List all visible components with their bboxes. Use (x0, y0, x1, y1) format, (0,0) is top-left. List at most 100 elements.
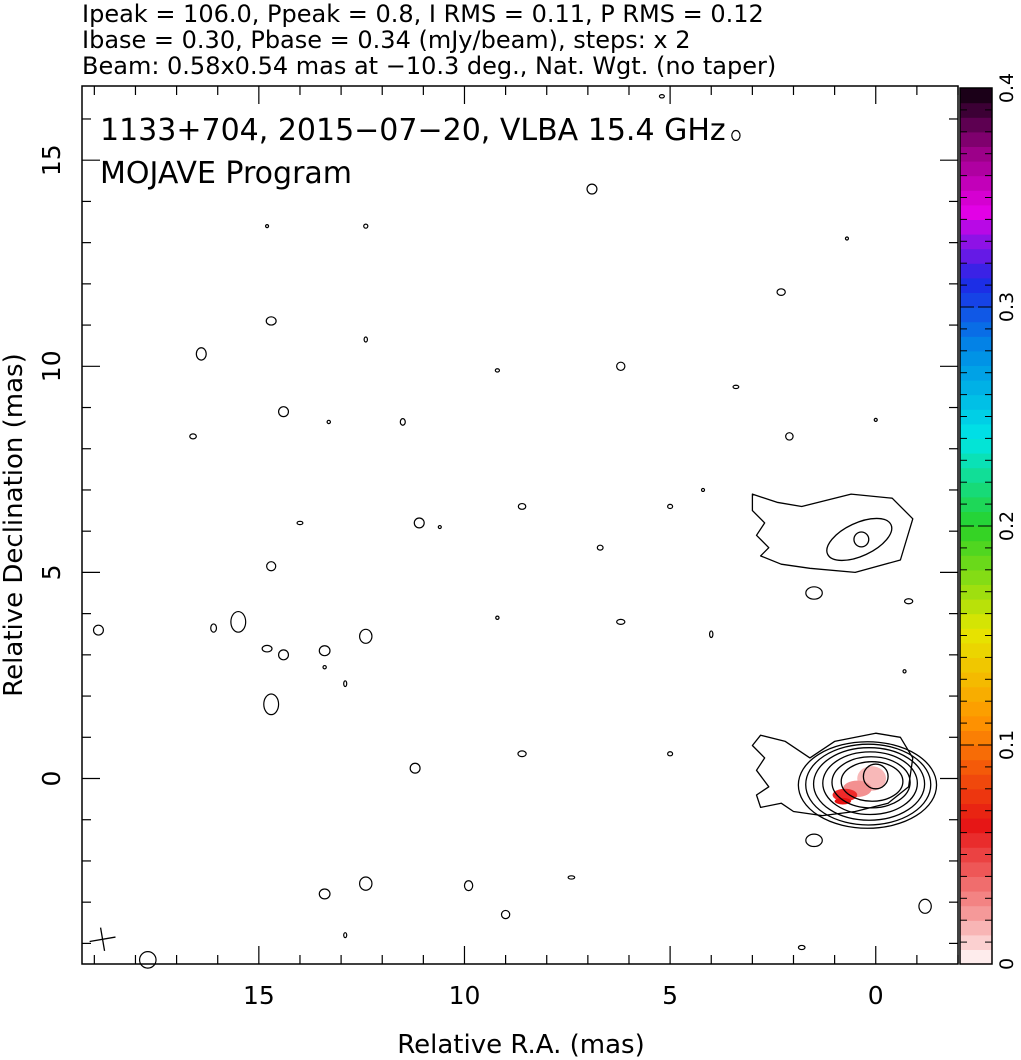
y-tick-label: 5 (37, 564, 66, 580)
core-contour (822, 751, 919, 816)
noise-contour (667, 751, 674, 757)
noise-contour (322, 664, 327, 670)
noise-contour (413, 517, 425, 529)
noise-contour (261, 644, 273, 653)
plot-frame (81, 85, 959, 965)
colorbar-band (960, 905, 992, 921)
noise-contour (277, 649, 290, 661)
axis-ticks (82, 86, 959, 964)
colorbar-band (960, 131, 992, 147)
source-label: 1133+704, 2015−07−20, VLBA 15.4 GHz (100, 113, 726, 148)
noise-contour (873, 417, 878, 422)
colorbar-band (960, 190, 992, 206)
colorbar-band (960, 350, 992, 366)
colorbar-band (960, 263, 992, 279)
beam-marker (89, 927, 116, 952)
colorbar-band (960, 394, 992, 410)
colorbar-band (960, 307, 992, 323)
colorbar-band (960, 642, 992, 658)
colorbar-band (960, 569, 992, 585)
noise-contour (343, 932, 348, 939)
noise-contour (658, 94, 665, 99)
colorbar-label: 0.4 (996, 73, 1018, 103)
ghost-outer-contour (751, 493, 914, 574)
colorbar-band (960, 584, 992, 600)
core-contour (812, 747, 926, 821)
colorbar-band (960, 745, 992, 761)
colorbar-band (960, 117, 992, 133)
colorbar-band (960, 292, 992, 308)
colorbar-band (960, 102, 992, 118)
noise-contour (616, 618, 626, 625)
noise-contour (363, 223, 369, 229)
noise-contour (844, 236, 850, 241)
noise-contour (494, 368, 501, 373)
colorbar-band (960, 599, 992, 615)
ghost-peak-contour (853, 531, 870, 548)
noise-contour (776, 288, 786, 297)
colorbar-band (960, 175, 992, 191)
noise-contour (277, 406, 290, 418)
noise-contour (359, 628, 373, 644)
colorbar-band (960, 511, 992, 527)
noise-contour (700, 487, 706, 493)
colorbar-band (960, 613, 992, 629)
noise-contour (463, 880, 474, 892)
polarization-spot (832, 788, 858, 802)
noise-contour (359, 876, 373, 891)
colorbar-band (960, 321, 992, 337)
colorbar-band (960, 715, 992, 731)
noise-contour (616, 361, 626, 372)
noise-contour (189, 433, 197, 440)
colorbar-label: 0.3 (996, 292, 1018, 322)
colorbar-band (960, 467, 992, 483)
colorbar (960, 88, 992, 965)
y-tick-label: 15 (37, 144, 66, 176)
colorbar-band (960, 248, 992, 264)
x-axis-title: Relative R.A. (mas) (397, 1030, 644, 1060)
noise-contour (363, 336, 369, 343)
noise-contour (596, 544, 604, 551)
colorbar-label: 0.2 (996, 511, 1018, 541)
x-tick-label: 0 (868, 981, 884, 1010)
colorbar-band (960, 204, 992, 220)
colorbar-band (960, 701, 992, 717)
colorbar-band (960, 423, 992, 439)
colorbar-label: 0.1 (996, 730, 1018, 760)
colorbar-band (960, 686, 992, 702)
colorbar-band (960, 277, 992, 293)
noise-contour (500, 909, 511, 920)
colorbar-band (960, 891, 992, 907)
noise-contour (586, 183, 598, 195)
colorbar-band (960, 234, 992, 250)
noise-contour (517, 502, 527, 510)
colorbar-band (960, 759, 992, 775)
colorbar-band (960, 219, 992, 235)
colorbar-band (960, 88, 992, 104)
colorbar-band (960, 788, 992, 804)
noise-contour (92, 624, 104, 636)
noise-contour (902, 669, 907, 674)
noise-contour (437, 524, 442, 530)
colorbar-band (960, 555, 992, 571)
x-tick-label: 5 (662, 981, 678, 1010)
header-line-1: Ipeak = 106.0, Ppeak = 0.8, I RMS = 0.11… (82, 0, 764, 28)
colorbar-band (960, 920, 992, 936)
y-tick-label: 10 (37, 350, 66, 382)
header-line-3: Beam: 0.58x0.54 mas at −10.3 deg., Nat. … (82, 52, 776, 80)
colorbar-band (960, 934, 992, 950)
noise-contour (296, 520, 304, 526)
noise-contour (797, 944, 806, 951)
colorbar-band (960, 336, 992, 352)
x-tick-label: 10 (449, 981, 481, 1010)
colorbar-label: 0 (996, 958, 1018, 970)
colorbar-band (960, 730, 992, 746)
noise-contour (785, 432, 794, 441)
noise-contour (903, 598, 914, 605)
noise-contour (805, 833, 823, 848)
noise-contour (495, 615, 500, 620)
colorbar-band (960, 861, 992, 877)
noise-contour (195, 347, 207, 361)
colorbar-band (960, 774, 992, 790)
noise-contour (230, 610, 247, 633)
